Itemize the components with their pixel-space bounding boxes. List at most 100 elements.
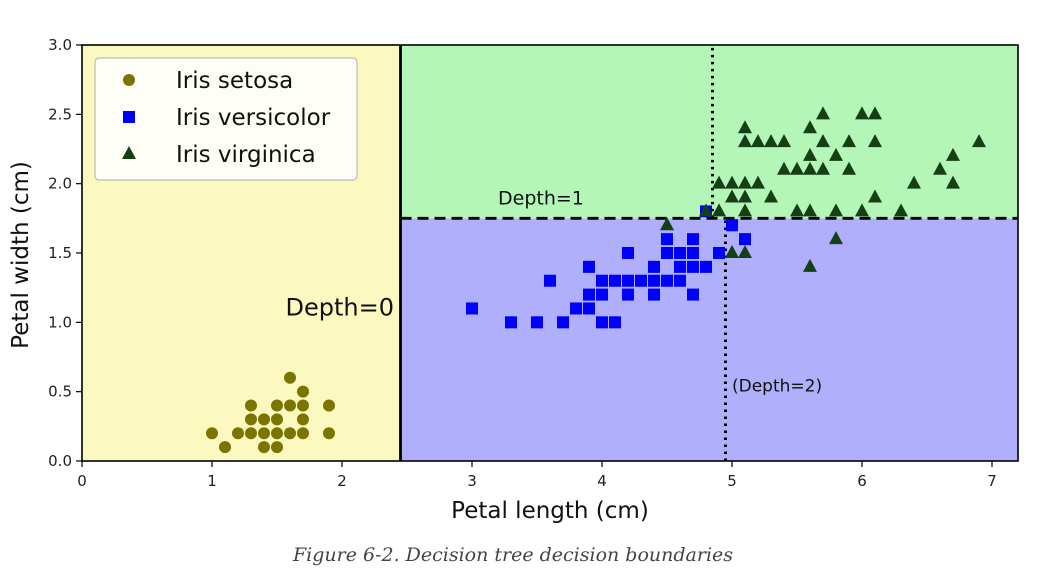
x-tick-label: 1 bbox=[207, 472, 217, 490]
point-iris-versicolor bbox=[505, 316, 517, 329]
point-iris-versicolor bbox=[661, 233, 673, 246]
point-iris-virginica bbox=[894, 203, 908, 217]
point-iris-virginica bbox=[777, 134, 791, 148]
point-iris-virginica bbox=[868, 189, 882, 203]
point-iris-versicolor bbox=[648, 260, 660, 273]
legend-label: Iris virginica bbox=[176, 142, 316, 168]
point-iris-virginica bbox=[712, 175, 726, 189]
y-tick-label: 0.0 bbox=[48, 452, 72, 470]
point-iris-virginica bbox=[842, 161, 856, 175]
point-iris-setosa bbox=[232, 427, 244, 440]
point-iris-setosa bbox=[245, 399, 257, 412]
point-iris-virginica bbox=[777, 161, 791, 175]
point-iris-versicolor bbox=[570, 302, 582, 315]
point-iris-virginica bbox=[738, 245, 752, 258]
point-iris-versicolor bbox=[700, 260, 712, 273]
data-points bbox=[206, 106, 986, 454]
point-iris-setosa bbox=[271, 427, 283, 440]
point-iris-virginica bbox=[790, 161, 804, 175]
point-iris-versicolor bbox=[583, 260, 595, 273]
point-iris-setosa bbox=[297, 427, 309, 440]
point-iris-virginica bbox=[790, 203, 804, 217]
legend-box bbox=[94, 57, 358, 181]
point-iris-setosa bbox=[323, 427, 335, 440]
point-iris-virginica bbox=[725, 175, 739, 189]
point-iris-virginica bbox=[816, 106, 830, 120]
legend-label: Iris versicolor bbox=[176, 105, 331, 131]
point-iris-setosa bbox=[297, 399, 309, 412]
point-iris-setosa bbox=[245, 427, 257, 440]
decision-boundaries bbox=[399, 45, 1018, 461]
point-iris-versicolor bbox=[596, 288, 608, 301]
figure-caption: Figure 6-2. Decision tree decision bound… bbox=[292, 544, 734, 566]
point-iris-versicolor bbox=[648, 274, 660, 287]
point-iris-virginica bbox=[816, 134, 830, 148]
point-iris-versicolor bbox=[622, 274, 634, 287]
point-iris-setosa bbox=[258, 427, 270, 440]
point-iris-setosa bbox=[297, 385, 309, 398]
point-iris-versicolor bbox=[622, 288, 634, 301]
point-iris-virginica bbox=[972, 134, 986, 148]
point-iris-versicolor bbox=[583, 288, 595, 301]
point-iris-versicolor bbox=[544, 274, 556, 287]
point-iris-setosa bbox=[323, 399, 335, 412]
x-axis-label: Petal length (cm) bbox=[451, 498, 649, 524]
point-iris-setosa bbox=[258, 413, 270, 426]
point-iris-virginica bbox=[803, 258, 817, 272]
x-tick-label: 3 bbox=[467, 472, 477, 490]
y-tick-label: 1.0 bbox=[48, 313, 72, 331]
point-iris-setosa bbox=[297, 413, 309, 426]
point-iris-virginica bbox=[842, 134, 856, 148]
point-iris-virginica bbox=[855, 203, 869, 217]
point-iris-setosa bbox=[284, 427, 296, 440]
point-iris-virginica bbox=[738, 189, 752, 203]
point-iris-virginica bbox=[725, 245, 739, 258]
point-iris-virginica bbox=[933, 161, 947, 175]
point-iris-virginica bbox=[751, 175, 765, 189]
point-iris-virginica bbox=[803, 147, 817, 161]
point-iris-virginica bbox=[803, 161, 817, 175]
point-iris-setosa bbox=[284, 371, 296, 384]
x-tick-label: 7 bbox=[987, 472, 997, 490]
point-iris-versicolor bbox=[661, 274, 673, 287]
point-iris-versicolor bbox=[661, 247, 673, 259]
point-iris-virginica bbox=[816, 161, 830, 175]
y-tick-label: 2.0 bbox=[48, 175, 72, 193]
point-iris-versicolor bbox=[687, 288, 699, 301]
point-iris-versicolor bbox=[609, 316, 621, 329]
x-tick-label: 6 bbox=[857, 472, 867, 490]
boundary-label-2: Depth=1 bbox=[498, 187, 584, 209]
point-iris-setosa bbox=[219, 441, 231, 454]
point-iris-virginica bbox=[764, 189, 778, 203]
point-iris-setosa bbox=[284, 399, 296, 412]
point-iris-versicolor bbox=[531, 316, 543, 329]
legend-marker-square bbox=[123, 111, 135, 123]
boundary-label-1: Depth=0 bbox=[286, 293, 394, 321]
point-iris-virginica bbox=[738, 120, 752, 134]
point-iris-versicolor bbox=[674, 247, 686, 259]
point-iris-virginica bbox=[803, 203, 817, 217]
point-iris-virginica bbox=[829, 147, 843, 161]
x-tick-label: 0 bbox=[77, 472, 87, 490]
point-iris-versicolor bbox=[635, 274, 647, 287]
x-tick-label: 2 bbox=[337, 472, 347, 490]
point-iris-virginica bbox=[855, 106, 869, 120]
legend-marker-triangle bbox=[122, 146, 136, 159]
point-iris-virginica bbox=[946, 175, 960, 189]
region-iris-virginica bbox=[400, 45, 1018, 219]
point-iris-virginica bbox=[712, 203, 726, 217]
point-iris-versicolor bbox=[726, 219, 738, 232]
point-iris-virginica bbox=[829, 203, 843, 217]
point-iris-virginica bbox=[751, 134, 765, 148]
legend: Iris setosa Iris versicolor Iris virginica bbox=[94, 57, 358, 181]
point-iris-virginica bbox=[829, 231, 843, 245]
y-tick-label: 3.0 bbox=[48, 36, 72, 54]
point-iris-versicolor bbox=[466, 302, 478, 315]
point-iris-setosa bbox=[271, 399, 283, 412]
point-iris-virginica bbox=[660, 217, 674, 231]
point-iris-setosa bbox=[271, 413, 283, 426]
point-iris-versicolor bbox=[583, 302, 595, 315]
point-iris-versicolor bbox=[557, 316, 569, 329]
point-iris-versicolor bbox=[596, 274, 608, 287]
point-iris-virginica bbox=[725, 189, 739, 203]
